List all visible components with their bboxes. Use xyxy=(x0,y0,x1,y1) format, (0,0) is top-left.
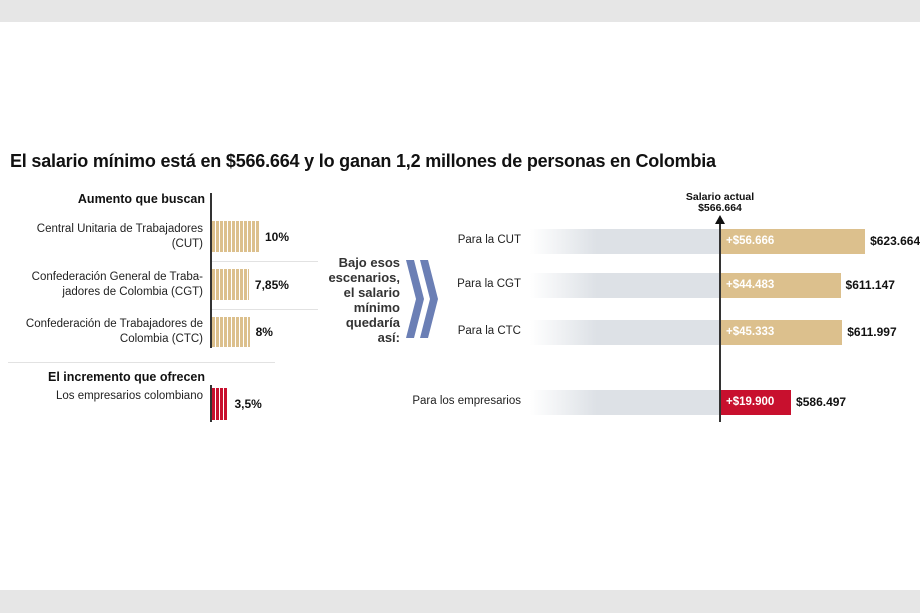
baseline-axis xyxy=(719,222,721,422)
section-divider xyxy=(8,362,275,363)
top-band xyxy=(0,0,920,22)
bottom-band xyxy=(0,590,920,613)
increment-bar: +$56.666 xyxy=(721,229,866,254)
value-label: 7,85% xyxy=(254,277,289,292)
baseline-title: Salario actual xyxy=(685,191,755,203)
category-label: Confederación de Trabajadores de Colombi… xyxy=(25,318,203,345)
baseline-bar xyxy=(530,229,720,254)
total-label: $611.147 xyxy=(845,278,895,292)
chevrons-icon xyxy=(406,260,438,338)
baseline-bar xyxy=(530,390,720,415)
section-title: El incremento que ofrecen xyxy=(48,370,205,384)
baseline-value: $566.664 xyxy=(698,202,742,214)
baseline-label: Salario actual $566.664 xyxy=(660,192,780,214)
category-label: Central Unitaria de Trabajadores (CUT) xyxy=(36,222,203,250)
total-label: $586.497 xyxy=(796,395,847,409)
value-label: 10% xyxy=(265,229,290,244)
increment-bar: +$19.900 xyxy=(721,390,792,415)
scenario-label: Para la CUT xyxy=(457,234,521,246)
baseline-bar xyxy=(530,320,720,345)
bar xyxy=(212,317,250,347)
value-label: 3,5% xyxy=(234,397,262,411)
total-label: $623.664 xyxy=(870,234,920,248)
row-divider xyxy=(212,261,318,262)
arrow-up-icon xyxy=(715,215,725,224)
increment-bar: +$45.333 xyxy=(721,320,843,345)
scenario-label: Para la CGT xyxy=(457,278,521,290)
total-label: $611.997 xyxy=(847,325,897,339)
chart-title: El salario mínimo está en $566.664 y lo … xyxy=(10,151,716,171)
bar xyxy=(212,269,249,300)
category-axis xyxy=(210,385,212,422)
row-divider xyxy=(212,309,318,310)
scenario-text: Bajo esos escenarios, el salario mínimo qued… xyxy=(300,255,400,345)
section-title: Aumento que buscan xyxy=(77,192,205,206)
scenario-text-line: el salario xyxy=(343,285,400,300)
increment-bar: +$44.483 xyxy=(721,273,841,298)
scenario-text-line: así: xyxy=(377,330,400,345)
scenario-text-line: mínimo xyxy=(353,300,400,315)
value-label: 8% xyxy=(255,325,273,339)
scenario-text-line: Bajo esos xyxy=(338,255,400,270)
category-label: Los empresarios colombiano xyxy=(55,390,203,402)
baseline-bar xyxy=(530,273,720,298)
category-label: Confederación General de Traba-jadores d… xyxy=(31,270,203,298)
scenario-text-line: escenarios, xyxy=(328,270,400,285)
scenario-label: Para la CTC xyxy=(457,325,521,337)
category-axis xyxy=(210,193,212,348)
scenario-text-line: quedaría xyxy=(345,315,400,330)
bar xyxy=(212,221,259,252)
bar xyxy=(212,388,229,420)
scenario-label: Para los empresarios xyxy=(412,395,521,407)
